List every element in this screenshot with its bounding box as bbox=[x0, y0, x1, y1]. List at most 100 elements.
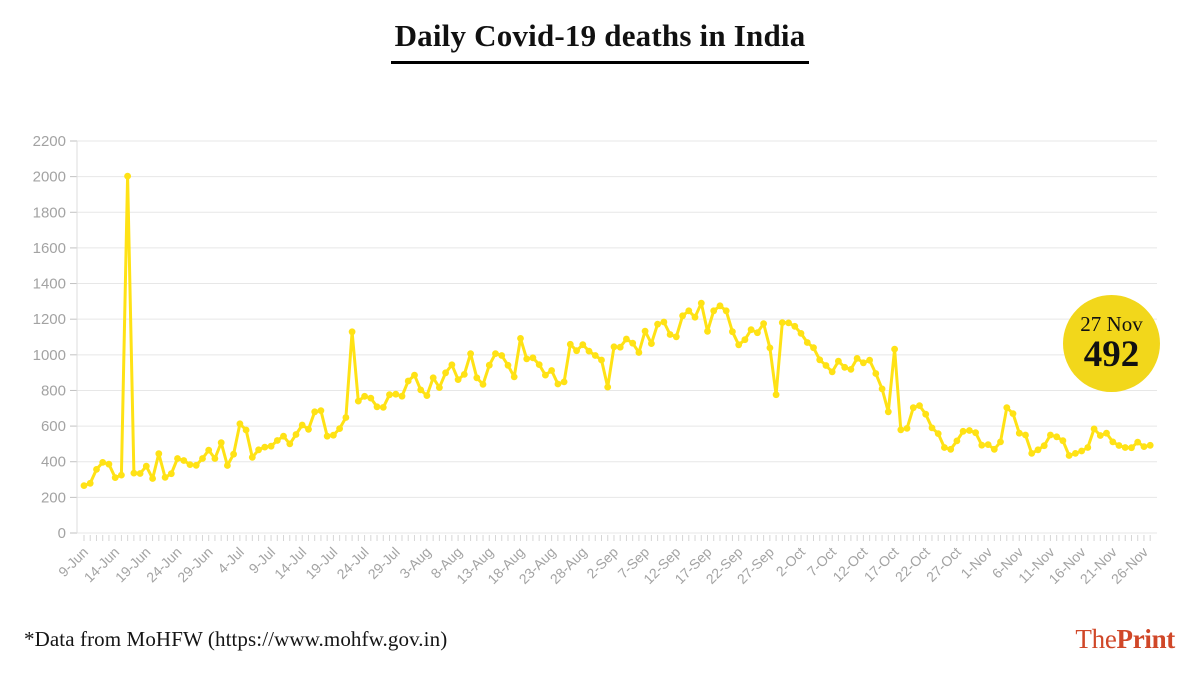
data-point bbox=[517, 335, 524, 342]
data-point bbox=[735, 341, 743, 349]
data-point bbox=[629, 339, 637, 347]
data-point bbox=[841, 363, 849, 371]
data-point bbox=[142, 462, 150, 470]
data-point bbox=[585, 347, 593, 355]
data-point bbox=[835, 357, 842, 365]
data-point bbox=[224, 462, 231, 469]
data-point bbox=[697, 299, 705, 307]
data-point bbox=[273, 437, 281, 444]
data-point bbox=[155, 450, 163, 458]
data-point bbox=[373, 403, 381, 411]
data-point bbox=[280, 432, 287, 440]
data-point bbox=[93, 466, 100, 473]
deaths-line bbox=[82, 174, 1152, 488]
data-point bbox=[417, 386, 425, 394]
data-point bbox=[523, 355, 531, 363]
data-point bbox=[797, 330, 805, 337]
data-point bbox=[1028, 450, 1036, 457]
x-tick-label: 3-Aug bbox=[396, 544, 434, 582]
data-point bbox=[205, 446, 213, 454]
data-point bbox=[934, 430, 942, 437]
y-axis-labels: 0 200 400 600 800 1000 1200 1400 1600 1800 2000 220… bbox=[33, 133, 66, 542]
data-point bbox=[1140, 443, 1148, 450]
data-point bbox=[255, 446, 262, 454]
data-point bbox=[953, 437, 961, 445]
data-point bbox=[941, 444, 948, 451]
gridlines bbox=[70, 140, 1157, 534]
data-point bbox=[180, 457, 188, 464]
y-tick-label: 1200 bbox=[33, 311, 66, 328]
data-point bbox=[1078, 447, 1085, 455]
data-point bbox=[803, 339, 811, 346]
data-point bbox=[423, 392, 431, 399]
data-point bbox=[760, 320, 767, 327]
data-point bbox=[149, 475, 157, 482]
data-point bbox=[1047, 431, 1054, 439]
logo-the: The bbox=[1075, 624, 1117, 654]
data-point bbox=[666, 331, 674, 338]
data-point bbox=[1003, 404, 1011, 411]
data-point bbox=[230, 450, 238, 458]
data-point bbox=[348, 328, 356, 336]
data-points bbox=[80, 172, 1154, 489]
data-point bbox=[504, 361, 512, 369]
data-point bbox=[248, 453, 256, 461]
theprint-logo: ThePrint bbox=[1075, 624, 1175, 655]
data-point bbox=[1009, 410, 1017, 417]
y-tick-label: 800 bbox=[41, 382, 66, 399]
data-point bbox=[685, 307, 693, 315]
data-point bbox=[317, 407, 325, 414]
data-point bbox=[1015, 429, 1023, 437]
data-point bbox=[192, 461, 200, 469]
data-point bbox=[535, 361, 543, 368]
data-point bbox=[816, 356, 824, 364]
data-point bbox=[810, 344, 817, 352]
y-tick-label: 1400 bbox=[33, 276, 66, 293]
logo-print: Print bbox=[1116, 624, 1176, 654]
data-point bbox=[118, 471, 125, 479]
data-point bbox=[785, 319, 792, 327]
data-point bbox=[1059, 437, 1067, 445]
data-point bbox=[579, 341, 587, 349]
data-point bbox=[105, 460, 113, 468]
data-point bbox=[716, 302, 724, 310]
data-point bbox=[330, 431, 337, 439]
x-tick-label: 14-Jul bbox=[271, 544, 309, 582]
data-point bbox=[1040, 442, 1048, 450]
data-point bbox=[754, 329, 761, 337]
data-point bbox=[336, 425, 343, 432]
data-point bbox=[442, 369, 449, 377]
data-point bbox=[411, 371, 418, 379]
data-point bbox=[641, 327, 649, 335]
data-point bbox=[1072, 450, 1079, 457]
data-point bbox=[591, 352, 599, 359]
data-point bbox=[174, 455, 181, 462]
data-point bbox=[323, 432, 331, 440]
x-axis-labels: 9-Jun14-Jun19-Jun24-Jun29-Jun4-Jul9-Jul1… bbox=[55, 544, 1151, 587]
data-point bbox=[298, 421, 306, 429]
data-point bbox=[529, 354, 537, 362]
data-point bbox=[354, 397, 362, 405]
data-point bbox=[1084, 444, 1092, 451]
data-point bbox=[891, 345, 898, 353]
data-point bbox=[460, 371, 468, 378]
x-tick-label: 4-Jul bbox=[214, 544, 247, 577]
data-point bbox=[292, 431, 300, 438]
data-point bbox=[342, 414, 350, 421]
data-point bbox=[492, 350, 499, 357]
data-point bbox=[136, 470, 144, 477]
data-point bbox=[1115, 442, 1123, 449]
x-tick-label: 2-Sep bbox=[583, 544, 621, 582]
data-point bbox=[853, 355, 861, 362]
data-point bbox=[741, 336, 749, 344]
data-point bbox=[710, 307, 718, 315]
data-point bbox=[199, 455, 206, 462]
data-point bbox=[80, 482, 88, 489]
data-point bbox=[822, 362, 830, 369]
x-tick-label: 2-Oct bbox=[773, 544, 809, 580]
data-point bbox=[704, 327, 711, 335]
data-point bbox=[392, 390, 400, 398]
data-point bbox=[847, 366, 855, 373]
data-point bbox=[566, 340, 574, 348]
